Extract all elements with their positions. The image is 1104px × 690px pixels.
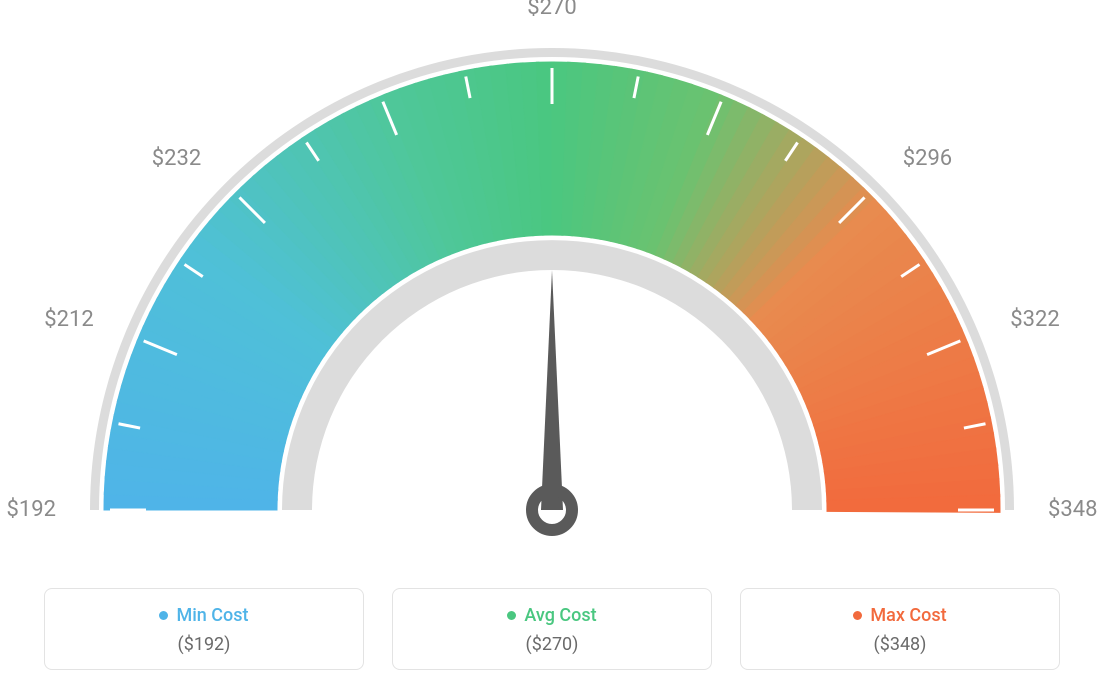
legend-label-max: Max Cost bbox=[870, 605, 946, 626]
tick-label: $296 bbox=[903, 146, 952, 171]
gauge-chart: $192 $212 $232 $270 $296 $322 $348 bbox=[0, 0, 1104, 560]
gauge-needle bbox=[541, 270, 563, 510]
tick-label: $192 bbox=[7, 497, 56, 522]
tick-label: $348 bbox=[1048, 497, 1097, 522]
legend-value-avg: ($270) bbox=[405, 634, 699, 655]
gauge-svg: $192 $212 $232 $270 $296 $322 $348 bbox=[0, 0, 1104, 560]
legend-dot-max bbox=[853, 611, 862, 620]
legend-title-avg: Avg Cost bbox=[507, 605, 596, 626]
legend-card-max: Max Cost ($348) bbox=[740, 588, 1060, 670]
tick-label: $322 bbox=[1010, 307, 1059, 332]
legend-row: Min Cost ($192) Avg Cost ($270) Max Cost… bbox=[0, 588, 1104, 670]
legend-dot-min bbox=[159, 611, 168, 620]
legend-value-max: ($348) bbox=[753, 634, 1047, 655]
tick-label: $232 bbox=[152, 146, 201, 171]
legend-card-avg: Avg Cost ($270) bbox=[392, 588, 712, 670]
legend-title-min: Min Cost bbox=[159, 605, 248, 626]
legend-dot-avg bbox=[507, 611, 516, 620]
tick-label: $270 bbox=[527, 0, 576, 20]
legend-card-min: Min Cost ($192) bbox=[44, 588, 364, 670]
legend-title-max: Max Cost bbox=[853, 605, 946, 626]
legend-value-min: ($192) bbox=[57, 634, 351, 655]
tick-label: $212 bbox=[44, 307, 93, 332]
legend-label-min: Min Cost bbox=[176, 605, 248, 626]
legend-label-avg: Avg Cost bbox=[524, 605, 596, 626]
